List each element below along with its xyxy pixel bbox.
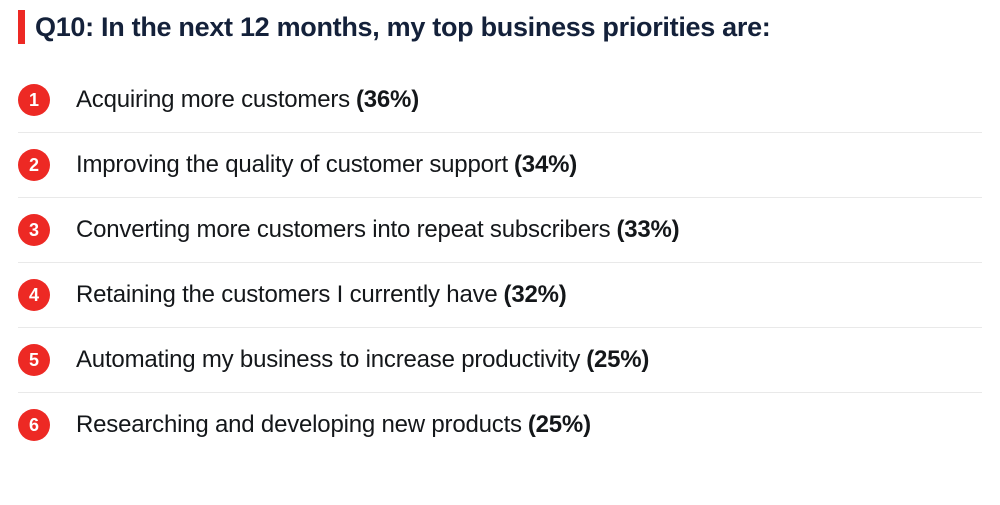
item-label: Improving the quality of customer suppor…: [76, 151, 508, 179]
item-percentage: (34%): [514, 151, 577, 179]
item-percentage: (36%): [356, 86, 419, 114]
rank-badge: 1: [18, 84, 50, 116]
question-title: Q10: In the next 12 months, my top busin…: [35, 12, 770, 43]
infographic-container: Q10: In the next 12 months, my top busin…: [0, 0, 1000, 505]
item-percentage: (32%): [504, 281, 567, 309]
list-item: 1 Acquiring more customers (36%): [18, 68, 982, 132]
item-label: Converting more customers into repeat su…: [76, 216, 610, 244]
title-row: Q10: In the next 12 months, my top busin…: [18, 10, 982, 44]
item-label: Automating my business to increase produ…: [76, 346, 580, 374]
accent-bar: [18, 10, 25, 44]
list-item: 4 Retaining the customers I currently ha…: [18, 262, 982, 327]
rank-badge: 3: [18, 214, 50, 246]
priorities-list: 1 Acquiring more customers (36%) 2 Impro…: [18, 68, 982, 457]
list-item: 3 Converting more customers into repeat …: [18, 197, 982, 262]
item-label: Researching and developing new products: [76, 411, 522, 439]
rank-badge: 5: [18, 344, 50, 376]
item-percentage: (25%): [586, 346, 649, 374]
list-item: 6 Researching and developing new product…: [18, 392, 982, 457]
rank-badge: 4: [18, 279, 50, 311]
rank-badge: 6: [18, 409, 50, 441]
list-item: 2 Improving the quality of customer supp…: [18, 132, 982, 197]
rank-badge: 2: [18, 149, 50, 181]
item-label: Acquiring more customers: [76, 86, 350, 114]
item-label: Retaining the customers I currently have: [76, 281, 498, 309]
item-percentage: (33%): [616, 216, 679, 244]
item-percentage: (25%): [528, 411, 591, 439]
list-item: 5 Automating my business to increase pro…: [18, 327, 982, 392]
